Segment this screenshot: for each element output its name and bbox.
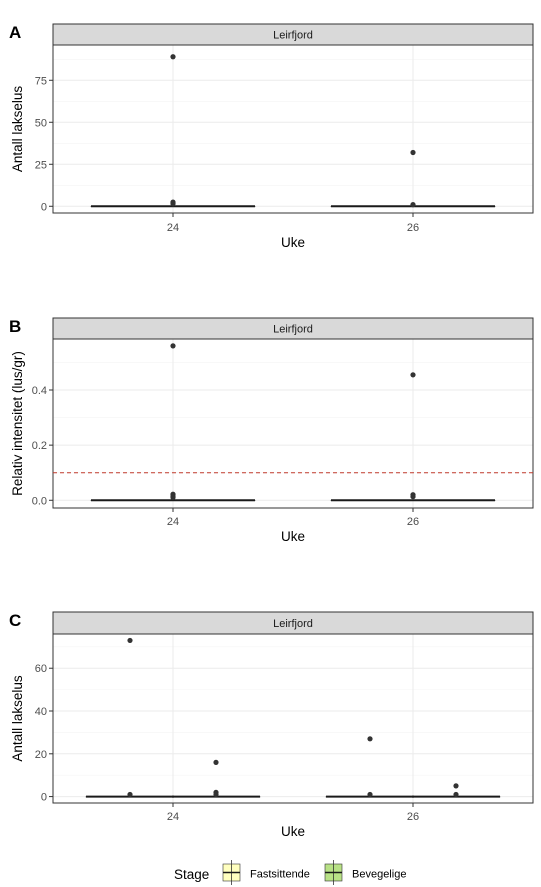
y-axis-title: Relativ intensitet (lus/gr) [10, 351, 25, 496]
y-tick-label: 0.0 [32, 495, 47, 507]
outlier-point [453, 791, 459, 798]
x-tick-label: 26 [407, 222, 419, 234]
facet-label: Leirfjord [273, 324, 313, 336]
x-axis-title: Uke [281, 824, 305, 839]
y-tick-label: 0 [41, 792, 47, 804]
outlier-point [213, 759, 219, 765]
y-tick-label: 0 [41, 201, 47, 213]
y-tick-label: 0.4 [32, 385, 47, 397]
x-axis-title: Uke [281, 529, 305, 544]
y-tick-label: 40 [35, 706, 47, 718]
y-tick-label: 75 [35, 75, 47, 87]
x-tick-label: 24 [167, 811, 179, 823]
outlier-point [410, 149, 416, 156]
y-tick-label: 60 [35, 663, 47, 675]
legend-label: Bevegelige [352, 869, 406, 881]
x-tick-label: 26 [407, 811, 419, 823]
y-tick-label: 0.2 [32, 440, 47, 452]
facet-strip [52, 23, 534, 46]
outlier-point [410, 494, 416, 500]
y-tick-label: 20 [35, 749, 47, 761]
outlier-point [410, 202, 416, 208]
facet-strip [52, 317, 534, 340]
box-26 [330, 149, 496, 208]
outlier-point [170, 494, 176, 501]
outlier-point [127, 791, 133, 798]
y-tick-label: 50 [35, 117, 47, 129]
plot-area [52, 44, 534, 214]
outlier-point [170, 54, 176, 60]
panel-C: C 0 20 40 60 24 26 Leirfjord Uke Antall lakselus [9, 611, 534, 839]
panel-label: C [9, 611, 21, 630]
box-24-bevegelige [171, 759, 261, 798]
panel-B: B 0.0 0.2 0.4 24 26 Leirfjord Uke Relativ intens… [9, 317, 534, 544]
plot-area [52, 633, 534, 804]
legend-item-fastsittende: Fastsittende [222, 860, 310, 885]
box-24 [90, 54, 256, 208]
box-24 [90, 343, 256, 502]
x-tick-label: 26 [407, 516, 419, 528]
outlier-point [453, 783, 459, 789]
plot-area [52, 338, 534, 509]
x-axis-title: Uke [281, 235, 305, 250]
y-tick-label: 25 [35, 159, 47, 171]
legend-title: Stage [174, 867, 209, 882]
outlier-point [367, 791, 373, 798]
panel-label: B [9, 317, 21, 336]
outlier-point [410, 372, 416, 378]
y-axis-title: Antall lakselus [10, 86, 25, 173]
x-tick-label: 24 [167, 516, 179, 528]
outlier-point [170, 343, 176, 349]
box-26-bevegelige [411, 783, 501, 798]
x-tick-label: 24 [167, 222, 179, 234]
panel-A: A 0 25 50 75 24 26 Leirfjord Uke Antall lakselus [9, 23, 534, 250]
legend-item-bevegelige: Bevegelige [324, 860, 406, 885]
panel-label: A [9, 23, 21, 42]
y-axis-title: Antall lakselus [10, 675, 25, 762]
facet-label: Leirfjord [273, 618, 313, 630]
facet-label: Leirfjord [273, 30, 313, 42]
outlier-point [367, 736, 373, 742]
facet-strip [52, 611, 534, 635]
outlier-point [170, 201, 176, 207]
legend: Stage Fastsittende Bevegelige [174, 860, 406, 885]
box-26 [330, 372, 496, 502]
legend-label: Fastsittende [250, 869, 310, 881]
outlier-point [127, 637, 133, 644]
outlier-point [213, 791, 219, 798]
